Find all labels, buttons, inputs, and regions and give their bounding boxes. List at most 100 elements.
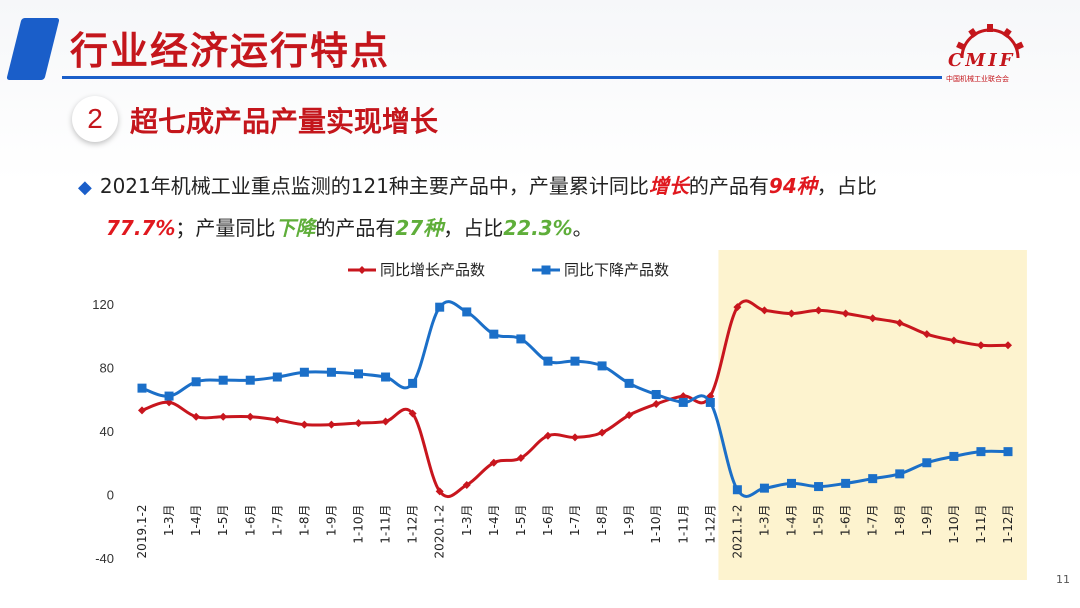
data-point-square bbox=[245, 375, 255, 385]
data-point-square bbox=[299, 367, 309, 377]
x-tick-label: 1-6月 bbox=[541, 505, 555, 537]
data-point-diamond bbox=[949, 336, 958, 345]
data-point-diamond bbox=[733, 303, 742, 312]
x-tick-label: 1-3月 bbox=[162, 505, 176, 537]
data-point-square bbox=[759, 483, 769, 493]
bullet-text: ；产量同比 bbox=[175, 216, 276, 240]
logo-text: CMIF bbox=[948, 50, 1016, 71]
x-tick-label: 1-5月 bbox=[216, 505, 230, 537]
bullet-text: 2021年机械工业重点监测的121种主要产品中，产量累计同比 bbox=[99, 174, 649, 198]
x-tick-label: 1-8月 bbox=[297, 505, 311, 537]
section-title: 超七成产品产量实现增长 bbox=[130, 105, 439, 138]
header-accent-slash bbox=[6, 18, 60, 80]
x-tick-label: 1-4月 bbox=[785, 505, 799, 537]
data-point-diamond bbox=[706, 392, 715, 401]
x-tick-label: 1-4月 bbox=[487, 505, 501, 537]
data-point-diamond bbox=[246, 412, 255, 421]
x-tick-label: 1-10月 bbox=[352, 505, 366, 544]
legend-marker-square bbox=[541, 265, 551, 275]
data-point-square bbox=[462, 307, 472, 317]
data-point-square bbox=[841, 478, 851, 488]
data-point-diamond bbox=[625, 411, 634, 420]
y-tick-label: 120 bbox=[92, 297, 114, 312]
data-point-diamond bbox=[814, 306, 823, 315]
x-tick-label: 1-5月 bbox=[812, 505, 826, 537]
page-number: 11 bbox=[1056, 573, 1070, 586]
data-point-diamond bbox=[571, 433, 579, 442]
data-point-diamond bbox=[760, 306, 769, 315]
x-tick-label: 1-8月 bbox=[595, 505, 609, 537]
y-tick-label: 40 bbox=[100, 424, 114, 439]
data-point-diamond bbox=[381, 417, 390, 426]
data-point-square bbox=[164, 391, 174, 401]
data-point-square bbox=[1003, 447, 1013, 457]
cmif-logo: CMIF 中国机械工业联合会 bbox=[940, 20, 1040, 90]
bullet-text: ，占比 bbox=[816, 174, 877, 198]
data-point-square bbox=[570, 356, 580, 366]
decrease-count: 27种 bbox=[395, 216, 444, 240]
x-tick-label: 1-12月 bbox=[406, 505, 420, 544]
x-tick-label: 1-10月 bbox=[947, 505, 961, 544]
data-point-diamond bbox=[652, 400, 661, 409]
x-tick-label: 1-5月 bbox=[514, 505, 528, 537]
line-chart-svg: -40 0 40 80 120 2019.1-2 1-3月 1-4月 1-5月 1-6月 1-7月 1… bbox=[92, 250, 1027, 580]
data-point-diamond bbox=[598, 428, 607, 437]
data-point-diamond bbox=[219, 412, 228, 421]
data-point-diamond bbox=[516, 453, 525, 462]
x-tick-label: 1-9月 bbox=[324, 505, 338, 537]
data-point-square bbox=[191, 377, 201, 387]
header-underline bbox=[62, 76, 942, 79]
data-point-square bbox=[814, 482, 824, 492]
x-tick-label: 1-12月 bbox=[1001, 505, 1015, 544]
data-point-diamond bbox=[787, 309, 796, 318]
x-tick-label: 1-7月 bbox=[568, 505, 582, 537]
data-point-diamond bbox=[435, 487, 444, 496]
data-point-diamond bbox=[354, 419, 363, 428]
highlight-region bbox=[718, 250, 1027, 580]
data-point-square bbox=[354, 369, 363, 379]
data-point-square bbox=[435, 302, 445, 312]
data-point-square bbox=[895, 469, 905, 479]
x-tick-label: 1-4月 bbox=[189, 505, 203, 537]
x-tick-label: 1-3月 bbox=[757, 505, 771, 537]
section-number-badge: 2 bbox=[72, 96, 118, 142]
x-tick-label: 1-9月 bbox=[622, 505, 636, 537]
x-tick-label: 1-12月 bbox=[703, 505, 717, 544]
x-tick-label: 1-9月 bbox=[920, 505, 934, 537]
data-point-diamond bbox=[895, 319, 904, 328]
data-point-square bbox=[516, 334, 526, 344]
data-point-diamond bbox=[462, 480, 471, 489]
x-tick-label: 1-3月 bbox=[460, 505, 474, 537]
data-point-diamond bbox=[976, 341, 985, 350]
diamond-bullet-icon: ◆ bbox=[78, 177, 92, 198]
data-point-square bbox=[408, 378, 418, 388]
increase-count: 94种 bbox=[768, 174, 817, 198]
x-tick-label: 2019.1-2 bbox=[135, 505, 149, 559]
data-point-diamond bbox=[138, 406, 146, 415]
data-point-diamond bbox=[841, 309, 850, 318]
data-point-square bbox=[787, 478, 796, 488]
x-tick-label: 1-6月 bbox=[243, 505, 257, 537]
legend-label: 同比下降产品数 bbox=[564, 261, 669, 279]
data-point-diamond bbox=[679, 392, 688, 401]
bullet-text: 的产品有 bbox=[315, 216, 396, 240]
data-point-square bbox=[705, 397, 715, 407]
data-point-diamond bbox=[300, 420, 309, 429]
gear-icon bbox=[956, 24, 1024, 59]
data-point-diamond bbox=[273, 415, 282, 424]
data-point-square bbox=[272, 372, 282, 382]
x-tick-label: 1-11月 bbox=[676, 505, 690, 544]
x-tick-label: 1-10月 bbox=[649, 505, 663, 544]
y-tick-label: 0 bbox=[107, 488, 114, 503]
data-point-square bbox=[949, 451, 959, 461]
data-point-square bbox=[868, 474, 878, 484]
data-point-square bbox=[137, 383, 147, 393]
x-tick-label: 1-7月 bbox=[866, 505, 880, 537]
data-point-square bbox=[381, 372, 391, 382]
data-point-square bbox=[732, 485, 742, 495]
bullet-paragraph: ◆ 2021年机械工业重点监测的121种主要产品中，产量累计同比增长的产品有94种… bbox=[78, 166, 1038, 248]
data-point-diamond bbox=[1004, 341, 1012, 350]
increase-percent: 77.7% bbox=[106, 216, 176, 240]
data-point-square bbox=[597, 361, 607, 371]
x-tick-label: 1-11月 bbox=[379, 505, 393, 544]
